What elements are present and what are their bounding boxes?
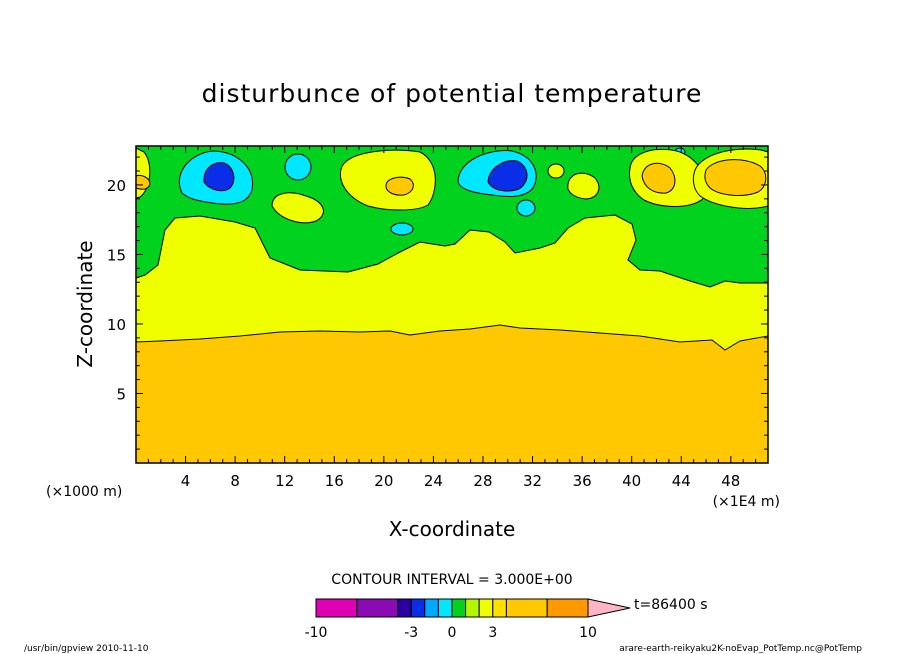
y-axis-label: Z-coordinate bbox=[73, 240, 97, 367]
footer-right: arare-earth-reikyaku2K-noEvap_PotTemp.nc… bbox=[619, 644, 862, 654]
colorbar-cell bbox=[546, 598, 589, 618]
cold-cell-right-inner bbox=[487, 160, 528, 192]
colorbar-tick-label: 10 bbox=[579, 625, 597, 641]
warm-cell-4 bbox=[567, 172, 600, 200]
x-tick-label: 44 bbox=[672, 472, 691, 490]
x-tick-label: 20 bbox=[374, 472, 393, 490]
warm-cell-5 bbox=[547, 163, 565, 179]
x-axis: 4 8 12 16 20 24 28 32 36 40 44 48 bbox=[147, 146, 769, 490]
colorbar-tick-label: 3 bbox=[488, 625, 497, 641]
x-tick-label: 36 bbox=[573, 472, 592, 490]
upper-anomaly-cells bbox=[135, 147, 769, 236]
colorbar-cell bbox=[410, 598, 426, 618]
y-axis: 5 10 15 20 bbox=[107, 156, 768, 450]
colorbar-cell bbox=[356, 598, 399, 618]
cold-cell-small-3 bbox=[516, 199, 536, 217]
hot-cell-4 bbox=[135, 175, 151, 190]
y-tick-label: 10 bbox=[107, 316, 126, 334]
colorbar-tick-label: -10 bbox=[305, 625, 328, 641]
hot-cell-1 bbox=[385, 176, 414, 196]
hot-cell-2 bbox=[641, 162, 676, 194]
x-tick-label: 8 bbox=[230, 472, 240, 490]
upper-green-region bbox=[135, 145, 769, 288]
x-tick-label: 40 bbox=[622, 472, 641, 490]
colorbar-cell bbox=[397, 598, 412, 618]
x-unit-label: (×1000 m) bbox=[46, 484, 122, 500]
colorbar-cell bbox=[424, 598, 439, 618]
warm-cell-3 bbox=[340, 149, 436, 211]
colorbar-cell bbox=[315, 598, 358, 618]
y-tick-label: 5 bbox=[116, 385, 126, 403]
x-axis-label: X-coordinate bbox=[389, 517, 516, 541]
colorbar-cell bbox=[492, 598, 507, 618]
colorbar-tick-label: 0 bbox=[448, 625, 457, 641]
footer-left: /usr/bin/gpview 2010-11-10 bbox=[24, 644, 149, 654]
contour-field bbox=[135, 145, 769, 464]
colorbar-overflow-arrow bbox=[587, 598, 631, 618]
chart-title: disturbunce of potential temperature bbox=[202, 79, 703, 108]
colorbar: -10 -3 0 3 10 bbox=[305, 598, 631, 641]
contour-interval-label: CONTOUR INTERVAL = 3.000E+00 bbox=[331, 572, 572, 588]
x-tick-label: 32 bbox=[523, 472, 542, 490]
warm-cell-2 bbox=[271, 192, 324, 224]
x-tick-label: 4 bbox=[181, 472, 191, 490]
x-tick-label: 48 bbox=[721, 472, 740, 490]
cold-cell-left-inner bbox=[203, 162, 235, 192]
x-tick-label: 12 bbox=[275, 472, 294, 490]
x-tick-label: 28 bbox=[473, 472, 492, 490]
colorbar-cell bbox=[437, 598, 453, 618]
colorbar-cell bbox=[478, 598, 494, 618]
colorbar-cell bbox=[465, 598, 480, 618]
colorbar-cell bbox=[505, 598, 548, 618]
y-tick-label: 15 bbox=[107, 246, 126, 264]
x-tick-label: 16 bbox=[325, 472, 344, 490]
hot-cell-3 bbox=[704, 159, 767, 196]
cold-cell-small-2 bbox=[390, 222, 414, 236]
colorbar-cell bbox=[451, 598, 467, 618]
time-label: t=86400 s bbox=[634, 597, 708, 613]
colorbar-tick-label: -3 bbox=[404, 625, 418, 641]
cold-cell-small-1 bbox=[284, 153, 312, 181]
y-tick-label: 20 bbox=[107, 177, 126, 195]
x-tick-label: 24 bbox=[424, 472, 443, 490]
x-scale-label: (×1E4 m) bbox=[713, 494, 780, 510]
plot-frame bbox=[135, 145, 769, 464]
